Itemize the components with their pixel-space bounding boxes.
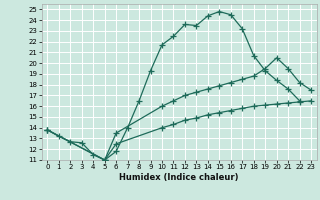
X-axis label: Humidex (Indice chaleur): Humidex (Indice chaleur) <box>119 173 239 182</box>
